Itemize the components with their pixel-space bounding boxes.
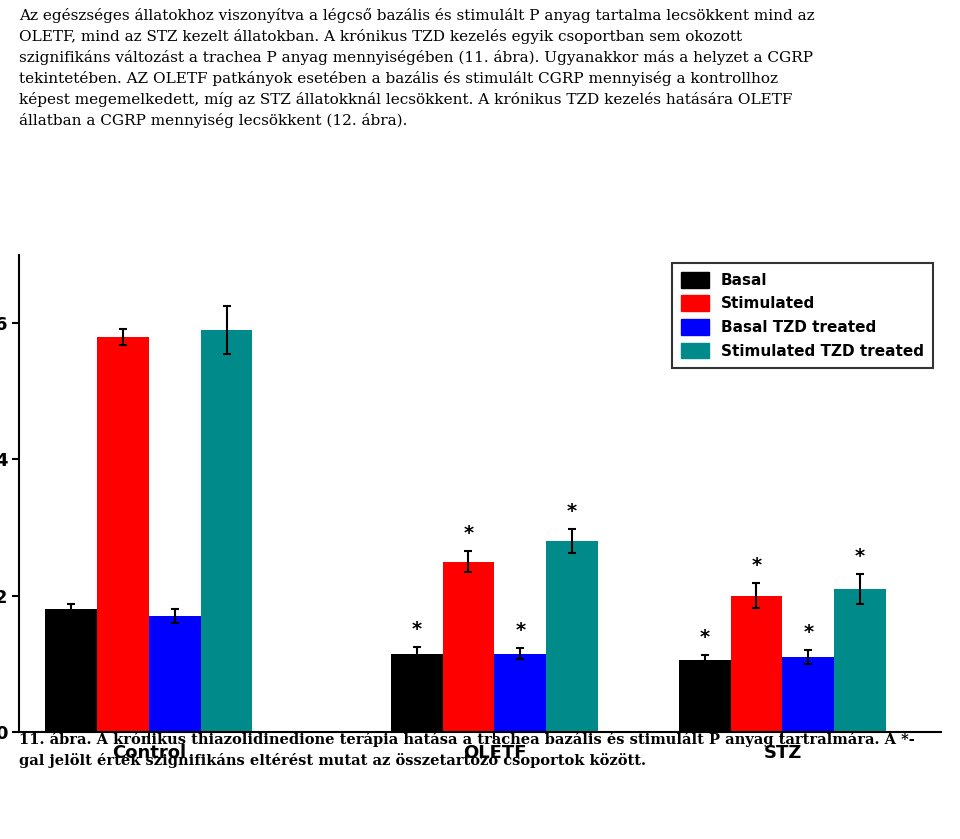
- Bar: [201, 330, 252, 732]
- Bar: [149, 616, 201, 732]
- Bar: [45, 609, 97, 732]
- Text: *: *: [567, 502, 577, 521]
- Text: *: *: [412, 620, 421, 638]
- Bar: [834, 589, 886, 732]
- Bar: [782, 657, 834, 732]
- Bar: [494, 654, 546, 732]
- Bar: [391, 654, 443, 732]
- Bar: [546, 541, 598, 732]
- Text: Az egészséges állatokhoz viszonyítva a légcső bazális és stimulált P anyag tarta: Az egészséges állatokhoz viszonyítva a l…: [19, 8, 815, 128]
- Bar: [731, 596, 782, 732]
- Text: *: *: [804, 623, 813, 642]
- Text: *: *: [855, 547, 865, 565]
- Bar: [443, 561, 494, 732]
- Text: *: *: [516, 621, 525, 640]
- Text: *: *: [752, 556, 761, 576]
- Bar: [97, 336, 149, 732]
- Bar: [679, 660, 731, 732]
- Text: *: *: [464, 524, 473, 543]
- Legend: Basal, Stimulated, Basal TZD treated, Stimulated TZD treated: Basal, Stimulated, Basal TZD treated, St…: [672, 263, 933, 367]
- Text: 11. ábra. A krónikus thiazolidinedione terápia hatása a trachea bazális és stimu: 11. ábra. A krónikus thiazolidinedione t…: [19, 732, 915, 768]
- Text: *: *: [700, 628, 709, 647]
